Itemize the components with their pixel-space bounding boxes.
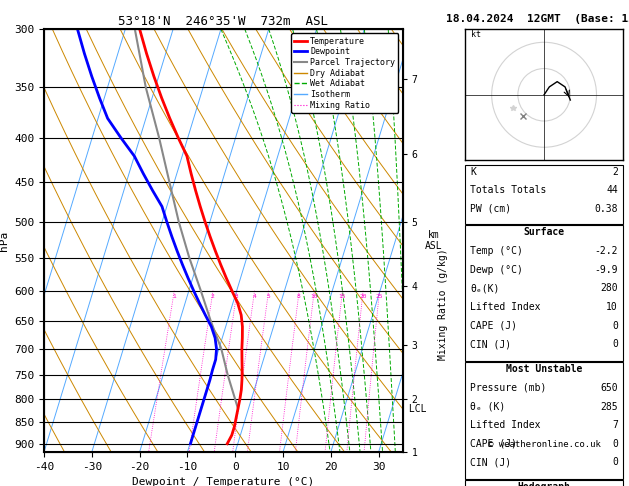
Text: 0: 0 xyxy=(612,339,618,349)
Text: K: K xyxy=(470,167,476,177)
Text: 0: 0 xyxy=(612,457,618,468)
Text: LCL: LCL xyxy=(403,403,426,414)
Text: Mixing Ratio (g/kg): Mixing Ratio (g/kg) xyxy=(438,248,448,360)
Text: Hodograph: Hodograph xyxy=(518,482,571,486)
Text: CAPE (J): CAPE (J) xyxy=(470,321,517,330)
Text: 10: 10 xyxy=(606,302,618,312)
Bar xyxy=(465,226,623,361)
Text: Temp (°C): Temp (°C) xyxy=(470,246,523,256)
Text: 280: 280 xyxy=(600,283,618,294)
Text: Totals Totals: Totals Totals xyxy=(470,185,547,195)
Text: 25: 25 xyxy=(376,294,383,299)
Text: 2: 2 xyxy=(612,167,618,177)
Text: Most Unstable: Most Unstable xyxy=(506,364,582,374)
Text: -9.9: -9.9 xyxy=(594,265,618,275)
Text: 0.38: 0.38 xyxy=(594,204,618,214)
Text: 4: 4 xyxy=(252,294,256,299)
Text: PW (cm): PW (cm) xyxy=(470,204,511,214)
Bar xyxy=(465,165,623,224)
Text: © weatheronline.co.uk: © weatheronline.co.uk xyxy=(487,440,601,449)
X-axis label: Dewpoint / Temperature (°C): Dewpoint / Temperature (°C) xyxy=(132,477,314,486)
Text: Lifted Index: Lifted Index xyxy=(470,302,541,312)
Y-axis label: hPa: hPa xyxy=(0,230,9,251)
Text: 1: 1 xyxy=(172,294,175,299)
Text: 0: 0 xyxy=(612,439,618,449)
Text: 44: 44 xyxy=(606,185,618,195)
Text: 285: 285 xyxy=(600,401,618,412)
Bar xyxy=(465,480,623,486)
Text: CIN (J): CIN (J) xyxy=(470,457,511,468)
Text: 0: 0 xyxy=(612,321,618,330)
Text: 15: 15 xyxy=(338,294,346,299)
Text: 7: 7 xyxy=(612,420,618,430)
Legend: Temperature, Dewpoint, Parcel Trajectory, Dry Adiabat, Wet Adiabat, Isotherm, Mi: Temperature, Dewpoint, Parcel Trajectory… xyxy=(291,34,398,113)
Title: 53°18'N  246°35'W  732m  ASL: 53°18'N 246°35'W 732m ASL xyxy=(118,15,328,28)
Y-axis label: km
ASL: km ASL xyxy=(425,230,443,251)
Text: 10: 10 xyxy=(310,294,318,299)
Text: 5: 5 xyxy=(266,294,270,299)
Text: CAPE (J): CAPE (J) xyxy=(470,439,517,449)
Text: Pressure (mb): Pressure (mb) xyxy=(470,383,547,393)
Text: 2: 2 xyxy=(211,294,214,299)
Text: -2.2: -2.2 xyxy=(594,246,618,256)
Text: 8: 8 xyxy=(297,294,301,299)
Text: θₑ (K): θₑ (K) xyxy=(470,401,506,412)
Text: CIN (J): CIN (J) xyxy=(470,339,511,349)
Text: 650: 650 xyxy=(600,383,618,393)
Text: Lifted Index: Lifted Index xyxy=(470,420,541,430)
Text: Surface: Surface xyxy=(523,227,565,237)
Text: 20: 20 xyxy=(359,294,367,299)
Bar xyxy=(465,362,623,479)
Text: 18.04.2024  12GMT  (Base: 12): 18.04.2024 12GMT (Base: 12) xyxy=(446,14,629,24)
Text: kt: kt xyxy=(470,30,481,39)
Text: θₑ(K): θₑ(K) xyxy=(470,283,499,294)
Text: Dewp (°C): Dewp (°C) xyxy=(470,265,523,275)
Text: 3: 3 xyxy=(235,294,238,299)
